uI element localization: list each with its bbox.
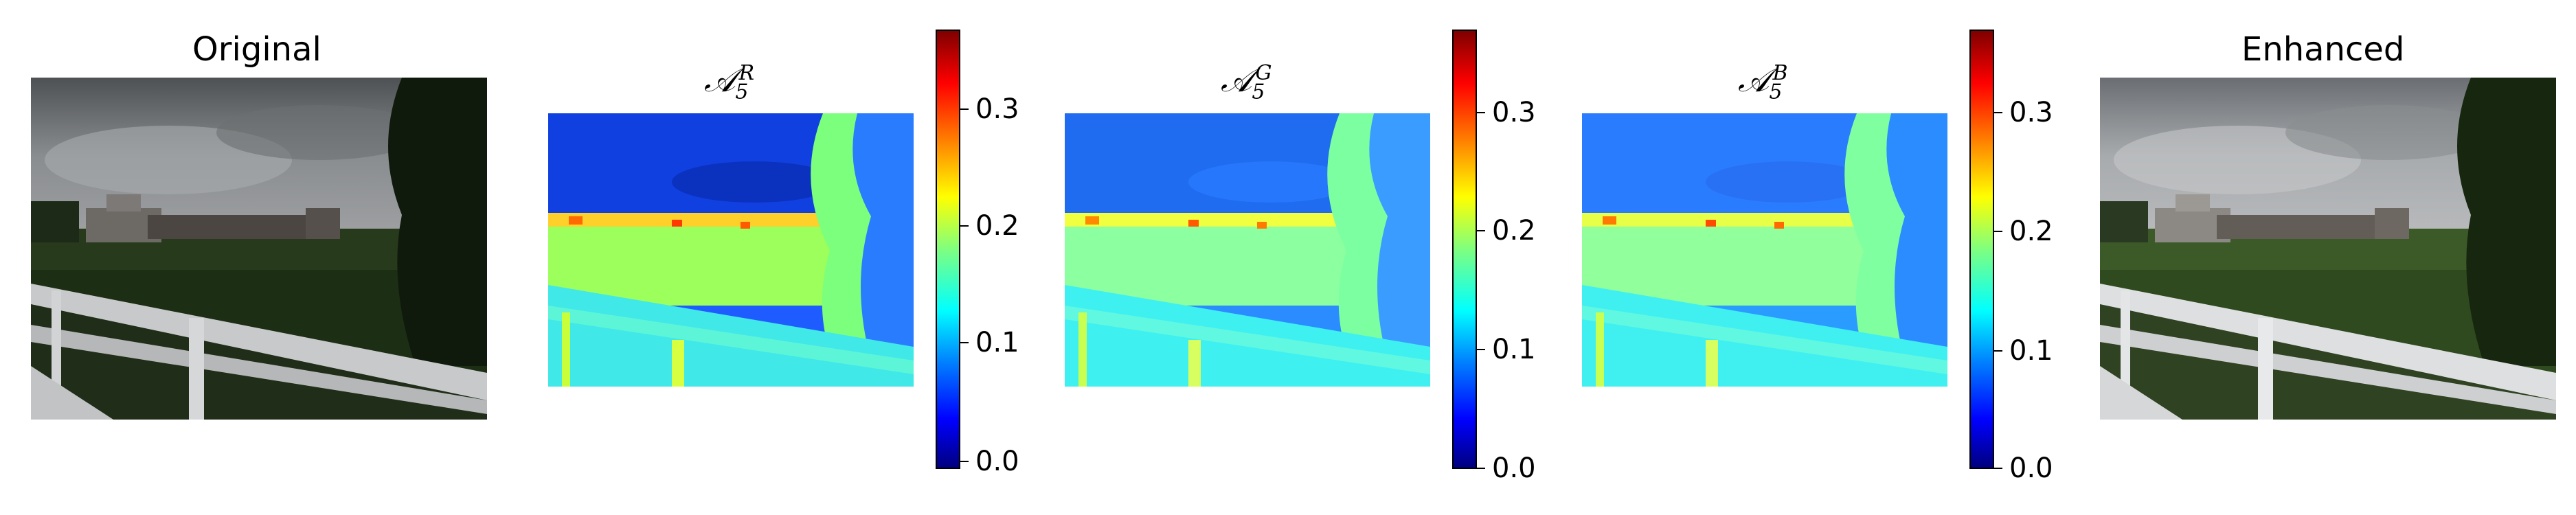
map-b-heatmap [1582, 113, 1947, 387]
colorbar-g [1452, 30, 1477, 469]
colorbar-g-tick-label: 0.0 [1492, 453, 1536, 484]
colorbar-b-tick-label: 0.2 [2009, 216, 2053, 247]
map-r-heatmap [548, 113, 914, 387]
colorbar-r-tick-label: 0.2 [975, 210, 1019, 242]
map-r-title: 𝒜5R [704, 61, 755, 104]
original-image [31, 78, 487, 420]
map-b-title: 𝒜5B [1738, 61, 1788, 104]
colorbar-r-tick-label: 0.1 [975, 327, 1019, 358]
colorbar-r [936, 30, 960, 469]
colorbar-g-tick-label: 0.2 [1492, 215, 1536, 247]
enhanced-title: Enhanced [2241, 30, 2405, 69]
colorbar-b-tick-label: 0.3 [2009, 97, 2053, 128]
colorbar-r-tick-label: 0.0 [975, 446, 1019, 477]
enhanced-image [2100, 78, 2556, 420]
colorbar-g-tick-label: 0.1 [1492, 334, 1536, 365]
map-g-title: 𝒜5G [1221, 61, 1272, 104]
colorbar-b [1969, 30, 1994, 469]
colorbar-g-tick-label: 0.3 [1492, 97, 1536, 128]
map-g-heatmap [1065, 113, 1430, 387]
original-title: Original [192, 30, 321, 69]
colorbar-b-tick-label: 0.1 [2009, 335, 2053, 367]
colorbar-b-tick-label: 0.0 [2009, 453, 2053, 484]
colorbar-r-tick-label: 0.3 [975, 93, 1019, 125]
